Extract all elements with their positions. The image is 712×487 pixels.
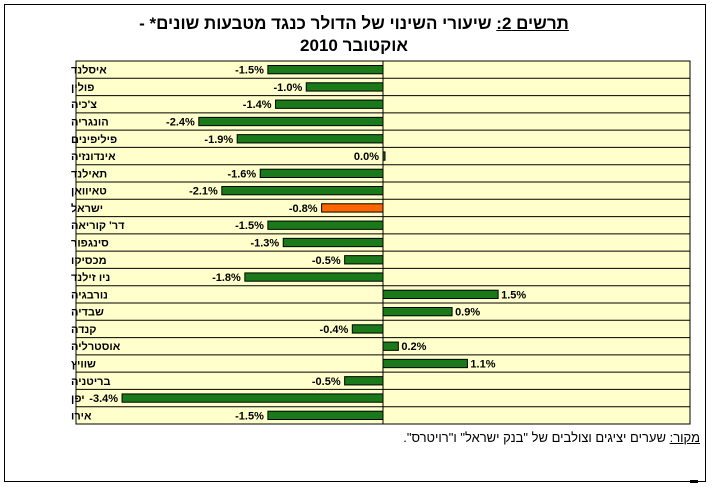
bar bbox=[382, 289, 499, 300]
chart-title: תרשים 2: שיעורי השינוי של הדולר כנגד מטב… bbox=[10, 13, 698, 57]
bar bbox=[244, 272, 384, 282]
value-label: -2.4% bbox=[166, 117, 195, 129]
bar bbox=[267, 64, 384, 75]
category-label: טאיוואן bbox=[71, 186, 107, 198]
bar bbox=[382, 341, 399, 351]
title-line-1: תרשים 2: שיעורי השינוי של הדולר כנגד מטב… bbox=[10, 13, 698, 35]
value-label: 1.5% bbox=[501, 289, 526, 301]
category-label: אינדונזיה bbox=[71, 151, 116, 163]
category-label: ניו זילנד bbox=[71, 271, 110, 284]
category-label: אירו bbox=[71, 410, 92, 422]
bar bbox=[382, 306, 453, 317]
bar bbox=[382, 358, 468, 369]
category-label: איסלנד bbox=[71, 64, 107, 77]
value-label: -1.8% bbox=[212, 272, 241, 284]
category-label: תאילנד bbox=[71, 167, 107, 180]
value-label: -0.8% bbox=[289, 203, 318, 215]
value-label: -2.1% bbox=[189, 186, 218, 198]
category-label: דר' קוריאה bbox=[71, 220, 125, 232]
category-label: סינגפור bbox=[71, 238, 109, 250]
value-label: -0.4% bbox=[320, 324, 349, 336]
value-label: -1.0% bbox=[274, 82, 303, 94]
category-label: צ'כיה bbox=[71, 99, 97, 111]
category-label: פולין bbox=[71, 81, 94, 94]
category-label: קנדה bbox=[71, 324, 96, 336]
category-label: שוויץ bbox=[71, 359, 96, 371]
bar bbox=[236, 134, 384, 144]
value-label: 0.2% bbox=[401, 341, 426, 353]
value-label: -1.6% bbox=[227, 168, 256, 180]
bar bbox=[282, 237, 384, 248]
bar bbox=[275, 99, 384, 109]
bar bbox=[198, 116, 384, 127]
value-label: 1.1% bbox=[470, 359, 495, 371]
value-label: -3.4% bbox=[89, 393, 118, 405]
bar bbox=[121, 393, 384, 403]
value-label: -0.5% bbox=[312, 376, 341, 388]
value-label: -1.3% bbox=[250, 238, 279, 250]
bar bbox=[267, 410, 384, 421]
value-label: 0.0% bbox=[354, 151, 379, 163]
bar bbox=[259, 168, 384, 179]
value-label: -1.5% bbox=[235, 220, 264, 232]
value-label: -0.5% bbox=[312, 255, 341, 267]
value-label: 0.9% bbox=[455, 307, 480, 319]
source-note: מקור: שערים יציגים וצולבים של "בנק ישראל… bbox=[403, 430, 700, 445]
category-label: ישראל bbox=[71, 202, 103, 215]
value-label: -1.5% bbox=[235, 410, 264, 422]
source-text: שערים יציגים וצולבים של "בנק ישראל" ו"רו… bbox=[403, 430, 666, 445]
title-text: שיעורי השינוי של הדולר כנגד מטבעות שונים… bbox=[139, 14, 492, 33]
category-label: בריטניה bbox=[71, 376, 111, 388]
bar bbox=[344, 255, 384, 265]
value-label: -1.5% bbox=[235, 65, 264, 77]
bar bbox=[321, 203, 384, 213]
bar bbox=[382, 151, 386, 161]
category-label: פיליפינים bbox=[71, 133, 117, 146]
bar bbox=[267, 220, 384, 230]
category-label: יפן bbox=[71, 393, 85, 405]
value-label: -1.4% bbox=[243, 99, 272, 111]
corner-mark bbox=[690, 480, 698, 483]
bar bbox=[305, 82, 384, 92]
bar bbox=[351, 324, 384, 334]
category-label: נורבגיה bbox=[71, 289, 108, 301]
value-label: -1.9% bbox=[204, 134, 233, 146]
title-prefix: תרשים 2: bbox=[496, 14, 569, 33]
bar bbox=[344, 376, 384, 386]
bar bbox=[221, 185, 384, 196]
source-label: מקור: bbox=[669, 430, 700, 445]
title-line-2: אוקטובר 2010 bbox=[300, 36, 408, 55]
category-label: שבדיה bbox=[71, 307, 104, 319]
category-label: אוסטרליה bbox=[71, 340, 121, 353]
category-label: מכסיקו bbox=[71, 255, 107, 267]
category-label: הונגריה bbox=[71, 117, 109, 129]
